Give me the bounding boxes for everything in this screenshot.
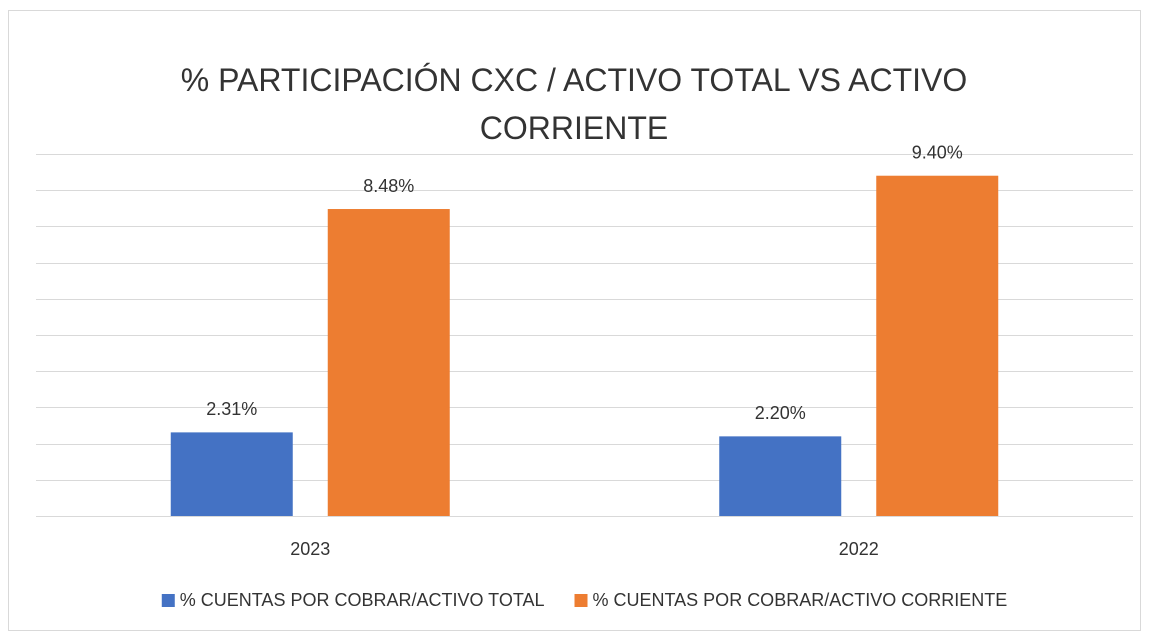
chart-title: % PARTICIPACIÓN CXC / ACTIVO TOTAL VS AC… <box>180 62 968 146</box>
bar <box>719 436 842 516</box>
data-label: 2.20% <box>755 403 806 423</box>
legend-swatch <box>574 594 588 607</box>
legend-label: % CUENTAS POR COBRAR/ACTIVO CORRIENTE <box>593 590 1008 610</box>
bar <box>327 209 450 517</box>
x-tick-label: 2023 <box>290 539 330 559</box>
data-label: 9.40% <box>912 142 963 162</box>
x-tick-label: 2022 <box>839 539 879 559</box>
bar <box>876 175 999 516</box>
data-label: 2.31% <box>206 399 257 419</box>
legend-label: % CUENTAS POR COBRAR/ACTIVO TOTAL <box>180 590 545 610</box>
legend-swatch <box>161 594 175 607</box>
data-label: 8.48% <box>363 176 414 196</box>
bar <box>170 432 293 516</box>
